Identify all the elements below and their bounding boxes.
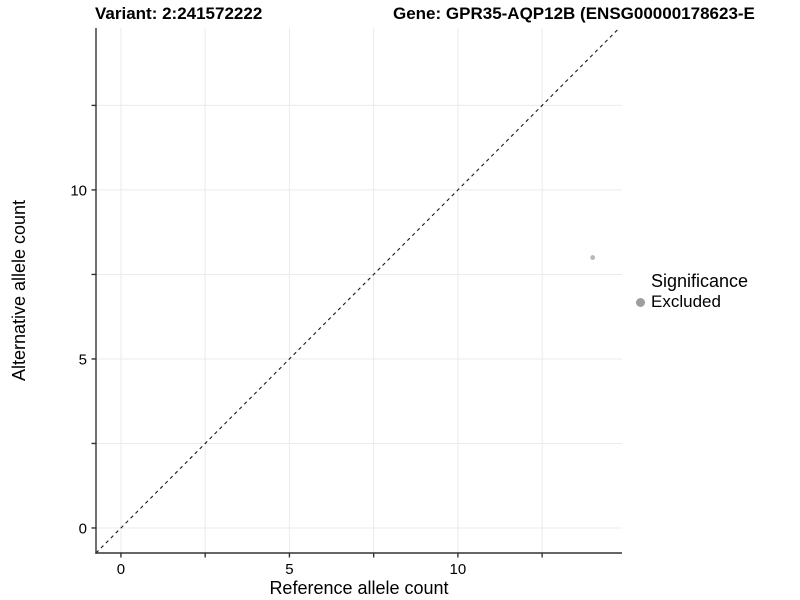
x-tick-label: 0 xyxy=(117,561,125,578)
legend-title: Significance xyxy=(651,271,749,291)
x-tick-label: 5 xyxy=(285,561,293,578)
legend-item-label: Excluded xyxy=(651,292,721,311)
legend-point-icon xyxy=(636,297,645,307)
x-axis-title: Reference allele count xyxy=(269,578,449,598)
y-tick-label: 5 xyxy=(79,351,87,368)
x-tick-label: 10 xyxy=(450,561,467,578)
plot-title-gene: Gene: GPR35-AQP12B (ENSG00000178623-E xyxy=(393,4,755,23)
legend: Significance Excluded xyxy=(636,271,748,311)
y-tick-label: 10 xyxy=(70,182,87,199)
plot-title-variant: Variant: 2:241572222 xyxy=(95,4,263,23)
data-point xyxy=(590,255,596,260)
identity-dashed-line xyxy=(95,27,620,554)
legend-item-excluded: Excluded xyxy=(636,293,748,311)
y-tick-label: 0 xyxy=(79,520,87,537)
